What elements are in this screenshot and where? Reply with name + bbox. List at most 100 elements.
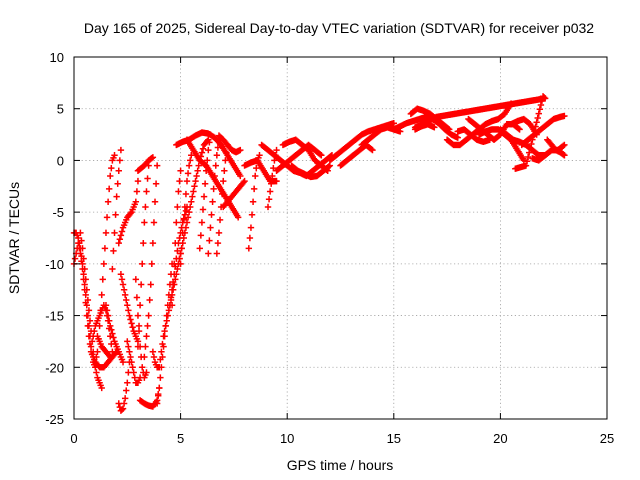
data-point bbox=[224, 141, 231, 149]
data-point bbox=[176, 255, 183, 262]
data-point bbox=[155, 392, 162, 399]
data-point bbox=[134, 312, 142, 319]
series-track-08 bbox=[109, 146, 125, 273]
data-point bbox=[177, 250, 184, 257]
data-point bbox=[118, 276, 126, 283]
data-point bbox=[132, 276, 140, 283]
data-point bbox=[177, 260, 184, 268]
data-point bbox=[171, 271, 178, 278]
data-point bbox=[109, 265, 116, 273]
data-point bbox=[93, 369, 100, 376]
data-point bbox=[252, 172, 259, 180]
data-point bbox=[136, 302, 144, 309]
y-tick-label: -10 bbox=[45, 257, 64, 272]
data-point bbox=[97, 307, 104, 314]
series-track-35 bbox=[273, 141, 325, 174]
data-point bbox=[534, 114, 541, 122]
data-point bbox=[140, 239, 147, 247]
data-point bbox=[143, 333, 150, 340]
data-point bbox=[111, 229, 118, 237]
data-point bbox=[240, 179, 247, 186]
data-point bbox=[211, 172, 218, 180]
data-point bbox=[527, 145, 534, 152]
data-point bbox=[134, 343, 142, 350]
data-point bbox=[156, 384, 163, 392]
series-track-29 bbox=[213, 141, 231, 257]
x-axis: 0 5 10 15 20 25 bbox=[70, 57, 614, 446]
data-point bbox=[317, 151, 324, 158]
series-track-39 bbox=[337, 141, 376, 169]
data-point bbox=[528, 140, 535, 148]
series-track-16 bbox=[141, 162, 161, 361]
data-point bbox=[164, 312, 172, 319]
data-point bbox=[141, 219, 148, 226]
data-point bbox=[180, 216, 187, 224]
data-point bbox=[196, 245, 203, 252]
data-point bbox=[104, 312, 112, 319]
data-point bbox=[214, 239, 222, 247]
y-tick-label: 0 bbox=[57, 153, 64, 168]
data-point bbox=[241, 177, 248, 185]
data-point bbox=[150, 353, 158, 361]
data-point bbox=[192, 177, 199, 185]
data-point bbox=[77, 229, 84, 237]
series-track-44 bbox=[443, 100, 515, 149]
data-point bbox=[537, 101, 545, 109]
data-point bbox=[130, 369, 137, 376]
data-point bbox=[531, 127, 538, 135]
data-point bbox=[454, 134, 461, 141]
data-point bbox=[112, 211, 119, 218]
data-point bbox=[81, 265, 88, 273]
data-point bbox=[162, 322, 169, 330]
data-point bbox=[124, 379, 131, 386]
data-point bbox=[188, 198, 195, 205]
data-point bbox=[80, 255, 87, 262]
data-point bbox=[107, 353, 114, 361]
series-track-37 bbox=[288, 162, 334, 181]
data-point bbox=[127, 316, 134, 323]
series-track-36 bbox=[279, 136, 331, 174]
data-point bbox=[145, 312, 152, 319]
x-axis-label: GPS time / hours bbox=[287, 457, 394, 473]
data-point bbox=[253, 164, 260, 172]
data-point bbox=[273, 177, 280, 185]
series-track-06 bbox=[102, 302, 127, 366]
data-point bbox=[411, 124, 419, 131]
data-point bbox=[105, 352, 113, 359]
data-point bbox=[237, 172, 244, 180]
data-point bbox=[105, 185, 113, 193]
data-point bbox=[180, 234, 187, 242]
data-point bbox=[184, 170, 192, 177]
data-point bbox=[183, 177, 191, 185]
data-point bbox=[197, 232, 205, 239]
series-track-52 bbox=[544, 136, 568, 159]
grid-lines bbox=[74, 57, 607, 419]
data-point bbox=[174, 203, 181, 211]
data-point bbox=[124, 302, 131, 309]
y-axis-label: SDTVAR / TECUs bbox=[6, 182, 22, 294]
data-point bbox=[91, 327, 98, 335]
data-point bbox=[113, 193, 120, 200]
data-point bbox=[143, 188, 150, 195]
data-point bbox=[150, 219, 158, 226]
data-point bbox=[530, 132, 537, 139]
series-track-09 bbox=[115, 177, 142, 247]
data-point bbox=[88, 338, 96, 345]
data-point bbox=[390, 119, 397, 127]
data-point bbox=[204, 157, 211, 164]
data-point bbox=[119, 358, 127, 366]
data-point bbox=[82, 276, 89, 283]
data-point bbox=[133, 188, 141, 195]
x-tick-label: 15 bbox=[387, 431, 401, 446]
data-point bbox=[132, 198, 140, 205]
data-point bbox=[173, 219, 180, 226]
data-point bbox=[221, 167, 228, 174]
series-track-54 bbox=[94, 333, 114, 361]
data-point bbox=[94, 348, 101, 355]
chart-title: Day 165 of 2025, Sidereal Day-to-day VTE… bbox=[84, 20, 594, 36]
data-point bbox=[256, 152, 263, 159]
data-point bbox=[139, 364, 146, 371]
data-point bbox=[202, 167, 210, 174]
data-point bbox=[111, 152, 118, 159]
